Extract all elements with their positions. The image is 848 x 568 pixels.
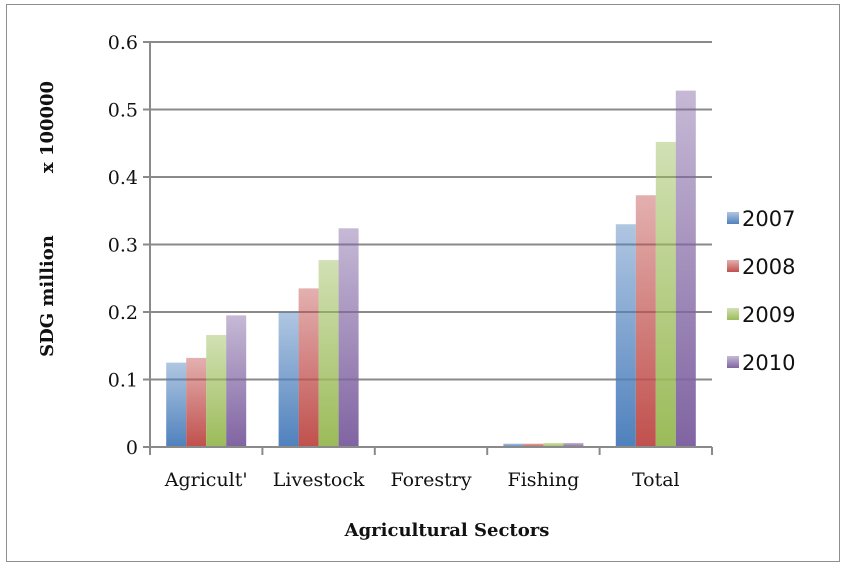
- legend: 2007 2008 2009 2010: [727, 207, 795, 375]
- legend-label: 2007: [742, 207, 795, 231]
- bar-2007-Total: [615, 224, 636, 447]
- axes: [143, 42, 713, 455]
- bar-2009-Fishing: [543, 442, 564, 447]
- bar-2008-Livestock: [298, 288, 319, 447]
- bar-2010-Total: [675, 90, 696, 447]
- bar-chart: 0 0.1 0.2 0.3 0.4 0.5 0.6 Agricult' Livestock Fo…: [37, 32, 795, 541]
- x-tick-label: Agricult': [164, 469, 248, 491]
- bar-2008-Fishing: [523, 443, 544, 447]
- x-tick-label: Fishing: [508, 469, 580, 491]
- y-tick-label: 0.4: [108, 167, 138, 189]
- y-tick-label: 0.6: [108, 32, 138, 54]
- legend-label: 2008: [742, 255, 795, 279]
- bar-2009-Total: [655, 141, 676, 447]
- legend-label: 2010: [742, 351, 795, 375]
- legend-swatch: [727, 260, 739, 272]
- y-tick-label: 0.2: [108, 302, 138, 324]
- y-axis-unit: x 100000: [37, 81, 58, 173]
- bar-2008-Total: [635, 195, 656, 447]
- y-tick-label: 0: [126, 437, 138, 459]
- bars: [166, 90, 696, 447]
- x-tick-labels: Agricult' Livestock Forestry Fishing Total: [164, 469, 680, 491]
- bar-2010-Livestock: [338, 228, 359, 447]
- y-axis-title: SDG million: [37, 235, 58, 357]
- x-axis-title: Agricultural Sectors: [344, 520, 550, 541]
- x-tick-label: Forestry: [390, 469, 471, 491]
- legend-swatch: [727, 356, 739, 368]
- x-tick-label: Livestock: [273, 469, 365, 491]
- bar-2007-Livestock: [278, 312, 299, 447]
- bar-2009-Livestock: [318, 260, 339, 447]
- chart-frame: 0 0.1 0.2 0.3 0.4 0.5 0.6 Agricult' Livestock Fo…: [6, 4, 840, 562]
- y-tick-label: 0.1: [108, 370, 138, 392]
- legend-swatch: [727, 212, 739, 224]
- bar-2007-Fishing: [503, 443, 524, 447]
- x-tick-label: Total: [632, 469, 680, 491]
- y-tick-labels: 0 0.1 0.2 0.3 0.4 0.5 0.6: [108, 32, 138, 459]
- bar-2010-Agricult': [226, 315, 247, 447]
- legend-swatch: [727, 308, 739, 320]
- bar-2010-Fishing: [563, 442, 584, 447]
- bar-2007-Agricult': [166, 362, 187, 447]
- y-tick-label: 0.5: [108, 100, 138, 122]
- legend-label: 2009: [742, 303, 795, 327]
- y-tick-label: 0.3: [108, 235, 138, 257]
- bar-2009-Agricult': [206, 334, 227, 447]
- bar-2008-Agricult': [186, 357, 207, 447]
